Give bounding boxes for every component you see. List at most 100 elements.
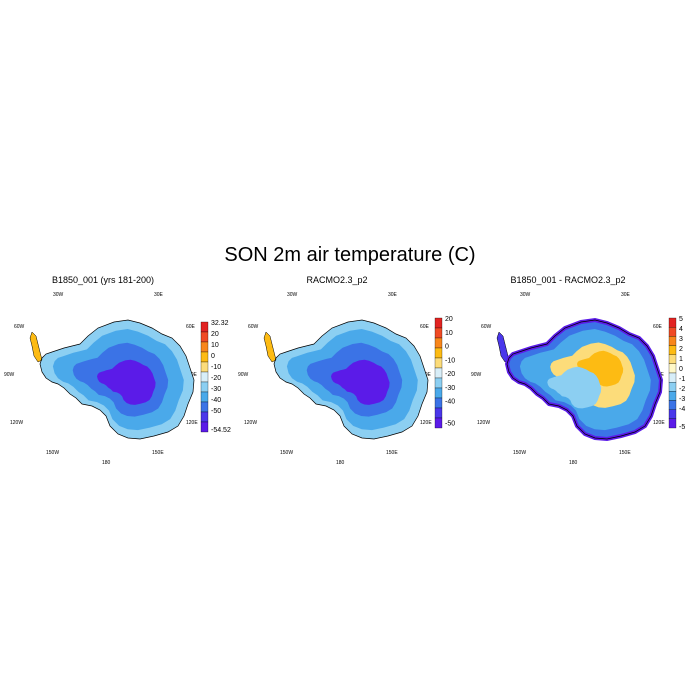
panel-b1850: B1850_001 (yrs 181-200) 30W 30E 60W 60E 90W 90… <box>4 275 231 466</box>
lon-label: 30W <box>520 292 531 298</box>
lon-label: 90W <box>471 372 482 378</box>
colorbar-segment <box>434 357 443 369</box>
lon-label: 180 <box>102 460 111 466</box>
colorbar-segment <box>434 397 443 409</box>
colorbar-label: 2 <box>679 346 683 353</box>
colorbar-label: -10 <box>211 364 221 371</box>
colorbar-label: 3 <box>679 336 683 343</box>
zone-cool <box>547 366 602 409</box>
colorbar-segment <box>200 391 209 403</box>
colorbar-label: 0 <box>445 344 449 351</box>
colorbar-segment <box>434 337 443 349</box>
lon-label: 150W <box>46 450 59 456</box>
colorbar-segment <box>200 351 209 363</box>
panel-title: B1850_001 - RACMO2.3_p2 <box>510 275 625 285</box>
colorbar-label: 20 <box>211 331 219 338</box>
colorbar-segment <box>200 361 209 373</box>
colorbar-label: -20 <box>445 371 455 378</box>
colorbar-segment <box>200 381 209 393</box>
panel-title: RACMO2.3_p2 <box>306 275 367 285</box>
colorbar-segment <box>434 407 443 419</box>
lon-label: 120W <box>244 420 257 426</box>
colorbar-segment <box>200 401 209 413</box>
lon-label: 120W <box>477 420 490 426</box>
colorbar-segment <box>668 354 677 364</box>
colorbar-label: -20 <box>211 375 221 382</box>
colorbar-label: 1 <box>679 356 683 363</box>
colorbar-segment <box>200 421 209 433</box>
colorbar-segment <box>668 336 677 346</box>
colorbar-label: 20 <box>445 316 453 323</box>
peninsula <box>29 331 43 363</box>
lon-label: 60W <box>481 324 492 330</box>
colorbar-label: -1 <box>679 376 685 383</box>
colorbar-label: 10 <box>445 330 453 337</box>
colorbar-segment <box>668 317 677 328</box>
lon-label: 120W <box>10 420 23 426</box>
colorbar-label: -2 <box>679 386 685 393</box>
colorbar-label: -3 <box>679 396 685 403</box>
colorbar-label: -50 <box>211 408 221 415</box>
colorbar-segment <box>668 372 677 383</box>
colorbar-label: 5 <box>679 316 683 323</box>
coastline <box>39 319 195 440</box>
lon-label: 30W <box>287 292 298 298</box>
lon-label: 150E <box>619 450 631 456</box>
lon-label: 60E <box>420 324 430 330</box>
colorbar-segment <box>434 417 443 429</box>
lon-label: 180 <box>336 460 345 466</box>
colorbar-segment <box>668 363 677 374</box>
colorbar-label: -40 <box>445 399 455 406</box>
lon-label: 60W <box>248 324 259 330</box>
lon-label: 150E <box>386 450 398 456</box>
lon-label: 60W <box>14 324 25 330</box>
lon-label: 60E <box>186 324 196 330</box>
colorbar-segment <box>668 409 677 419</box>
lon-label: 90E <box>188 372 198 378</box>
lon-label: 90E <box>422 372 432 378</box>
coastline <box>273 319 429 440</box>
colorbar-segment <box>668 345 677 355</box>
colorbar-label: -40 <box>211 397 221 404</box>
colorbar-segment <box>200 331 209 343</box>
colorbar-segment <box>200 341 209 353</box>
lon-label: 120E <box>653 420 665 426</box>
colorbar-label: 10 <box>211 342 219 349</box>
coastline <box>506 319 662 440</box>
lon-label: 30E <box>621 292 631 298</box>
colorbar-label: 0 <box>679 366 683 373</box>
colorbar-segment <box>200 371 209 383</box>
colorbar-label: 0 <box>211 353 215 360</box>
colorbar-segment <box>668 400 677 410</box>
colorbar-label: -54.52 <box>211 427 231 434</box>
lon-label: 150W <box>280 450 293 456</box>
lon-label: 120E <box>420 420 432 426</box>
colorbar-segment <box>668 418 677 429</box>
colorbar-segment <box>434 327 443 339</box>
lon-label: 150E <box>152 450 164 456</box>
zone-core <box>331 359 390 405</box>
colorbar-segment <box>434 317 443 329</box>
colorbar-segment <box>434 367 443 379</box>
colorbar-label: -50 <box>445 420 455 427</box>
lon-label: 30E <box>154 292 164 298</box>
colorbar-segment <box>668 327 677 337</box>
colorbar-segment <box>434 347 443 359</box>
zone-hot <box>577 350 624 387</box>
lon-label: 180 <box>569 460 578 466</box>
colorbar-segment <box>200 321 209 333</box>
lon-label: 60E <box>653 324 663 330</box>
colorbar-label: 4 <box>679 326 683 333</box>
lon-label: 30E <box>388 292 398 298</box>
colorbar-segment <box>668 391 677 401</box>
lon-label: 90W <box>238 372 249 378</box>
lon-label: 30W <box>53 292 64 298</box>
colorbar-label: -10 <box>445 357 455 364</box>
lon-label: 90W <box>4 372 15 378</box>
colorbar-segment <box>200 411 209 423</box>
colorbar-segment <box>668 382 677 392</box>
colorbar-label: -5 <box>679 424 685 431</box>
lon-label: 150W <box>513 450 526 456</box>
